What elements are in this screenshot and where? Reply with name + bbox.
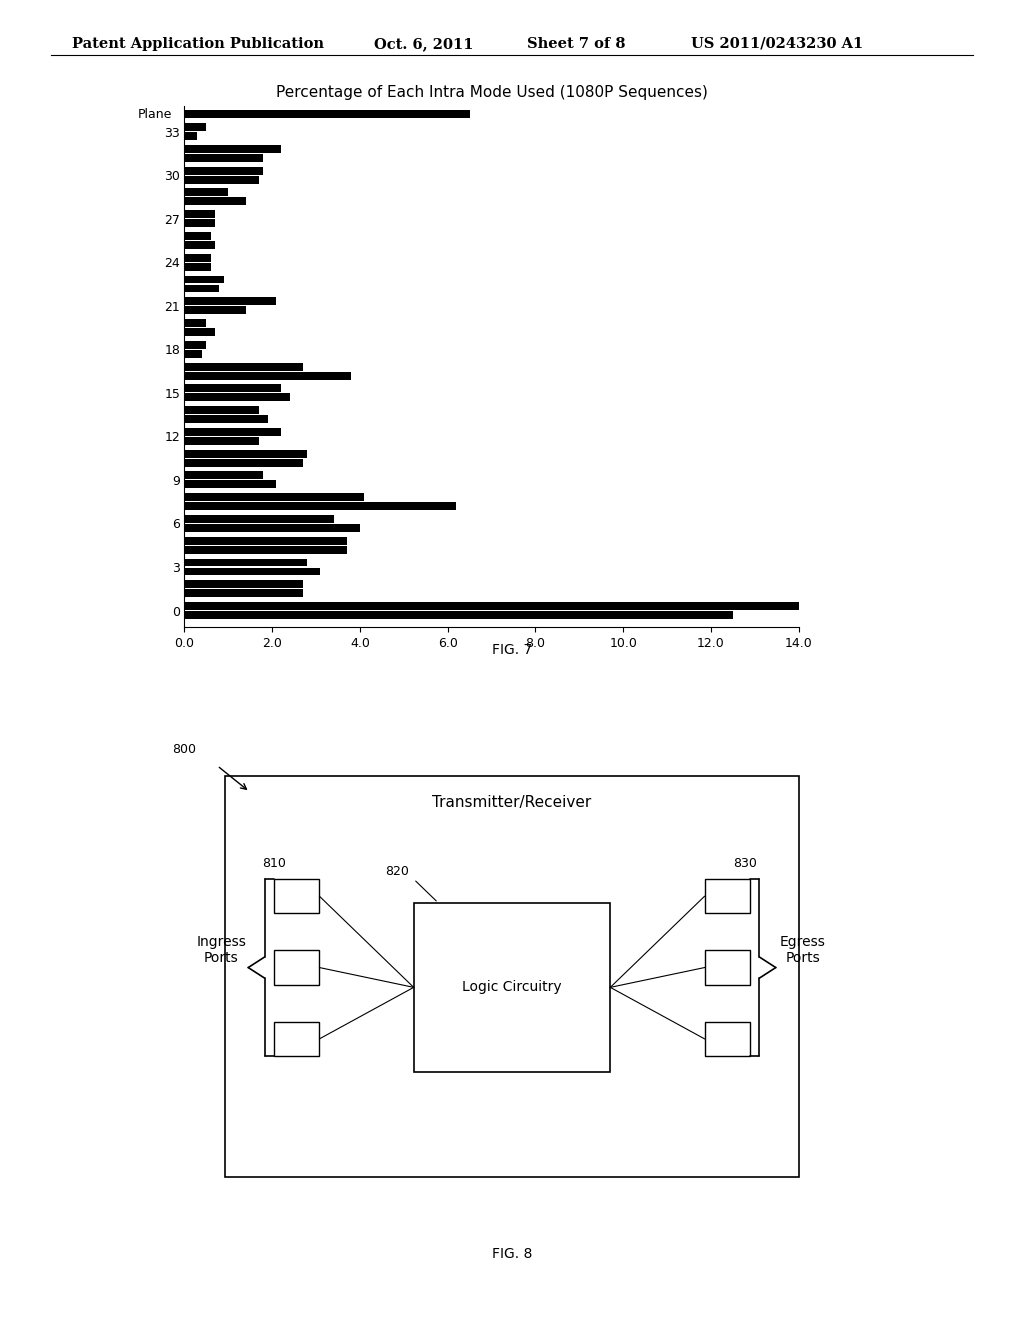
Bar (184, 372, 351, 380)
Bar (184, 515, 334, 523)
Bar (184, 263, 211, 271)
Bar (225, 776, 799, 1177)
Bar (184, 602, 803, 610)
Bar (184, 480, 276, 488)
Bar (184, 558, 307, 566)
Text: 810: 810 (262, 857, 287, 870)
Text: US 2011/0243230 A1: US 2011/0243230 A1 (691, 37, 863, 51)
Bar (705, 950, 750, 985)
Bar (184, 407, 259, 414)
Bar (184, 524, 359, 532)
Bar (184, 589, 303, 597)
Bar (184, 437, 259, 445)
Bar (184, 363, 303, 371)
Bar (184, 242, 215, 249)
Bar (705, 879, 750, 913)
Bar (184, 494, 365, 502)
Bar (184, 219, 215, 227)
Bar (184, 502, 457, 511)
Bar (184, 568, 321, 576)
Bar (274, 1022, 319, 1056)
Bar (184, 166, 263, 174)
Text: Sheet 7 of 8: Sheet 7 of 8 (527, 37, 626, 51)
Bar (414, 903, 610, 1072)
Bar (184, 450, 307, 458)
Text: 800: 800 (172, 743, 197, 756)
Bar (184, 276, 224, 284)
Bar (184, 145, 281, 153)
Bar (705, 1022, 750, 1056)
Bar (184, 306, 246, 314)
Bar (184, 123, 206, 131)
Bar (184, 384, 281, 392)
Bar (184, 176, 259, 183)
Bar (184, 111, 470, 119)
Bar (184, 132, 198, 140)
Bar (184, 189, 228, 197)
Bar (184, 428, 281, 436)
Bar (184, 285, 219, 293)
Bar (184, 232, 211, 240)
Bar (184, 471, 263, 479)
Bar (184, 341, 206, 348)
Bar (184, 319, 206, 327)
Bar (184, 154, 263, 162)
Bar (184, 416, 267, 424)
Text: Transmitter/Receiver: Transmitter/Receiver (432, 795, 592, 810)
Text: FIG. 7: FIG. 7 (492, 643, 532, 657)
Bar (184, 545, 347, 553)
Title: Percentage of Each Intra Mode Used (1080P Sequences): Percentage of Each Intra Mode Used (1080… (275, 86, 708, 100)
Bar (184, 350, 202, 358)
Text: FIG. 8: FIG. 8 (492, 1247, 532, 1262)
Text: Patent Application Publication: Patent Application Publication (72, 37, 324, 51)
Text: Ingress
Ports: Ingress Ports (197, 936, 246, 965)
Text: 830: 830 (733, 857, 758, 870)
Bar (184, 458, 303, 467)
Bar (184, 329, 215, 337)
Bar (184, 393, 290, 401)
Bar (184, 253, 211, 261)
Text: Plane: Plane (137, 108, 172, 121)
Bar (274, 879, 319, 913)
Text: Oct. 6, 2011: Oct. 6, 2011 (374, 37, 473, 51)
Bar (184, 537, 347, 545)
Text: Logic Circuitry: Logic Circuitry (462, 981, 562, 994)
Bar (274, 950, 319, 985)
Bar (184, 581, 303, 589)
Text: 820: 820 (385, 865, 410, 878)
Bar (184, 210, 215, 218)
Text: Egress
Ports: Egress Ports (780, 936, 825, 965)
Bar (184, 297, 276, 305)
Bar (184, 198, 246, 206)
Bar (184, 611, 733, 619)
